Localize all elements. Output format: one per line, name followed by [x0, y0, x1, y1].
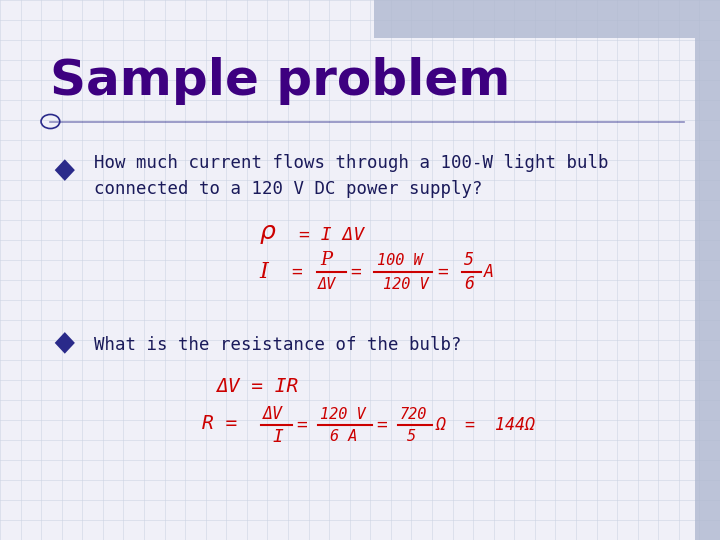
- Text: ΔV: ΔV: [263, 405, 283, 423]
- Text: $\rho$: $\rho$: [259, 224, 276, 246]
- Polygon shape: [55, 332, 75, 354]
- Text: 120 V: 120 V: [320, 407, 366, 422]
- Text: P: P: [320, 251, 333, 269]
- Text: 5: 5: [464, 251, 474, 269]
- Text: Sample problem: Sample problem: [50, 57, 510, 105]
- Text: 6 A: 6 A: [330, 429, 357, 444]
- Text: = I ΔV: = I ΔV: [299, 226, 364, 244]
- Text: 720: 720: [400, 407, 427, 422]
- Text: R =: R =: [202, 414, 237, 434]
- Text: =: =: [437, 262, 448, 281]
- Text: 100 W: 100 W: [377, 253, 422, 268]
- Polygon shape: [55, 159, 75, 181]
- Text: ΔV: ΔV: [318, 276, 336, 292]
- Text: 5: 5: [407, 429, 416, 444]
- Text: =: =: [292, 262, 302, 281]
- Text: 120 V: 120 V: [383, 276, 428, 292]
- Text: What is the resistance of the bulb?: What is the resistance of the bulb?: [94, 336, 461, 354]
- Text: I: I: [259, 261, 268, 282]
- Text: Ω  =  144Ω: Ω = 144Ω: [436, 416, 536, 434]
- Text: =: =: [376, 416, 387, 434]
- Text: =: =: [351, 262, 361, 281]
- Text: How much current flows through a 100-W light bulb
connected to a 120 V DC power : How much current flows through a 100-W l…: [94, 154, 608, 198]
- Text: =: =: [297, 416, 307, 434]
- Text: I: I: [272, 428, 283, 446]
- Text: ΔV = IR: ΔV = IR: [216, 376, 298, 396]
- Text: A: A: [484, 262, 494, 281]
- Text: 6: 6: [464, 275, 474, 293]
